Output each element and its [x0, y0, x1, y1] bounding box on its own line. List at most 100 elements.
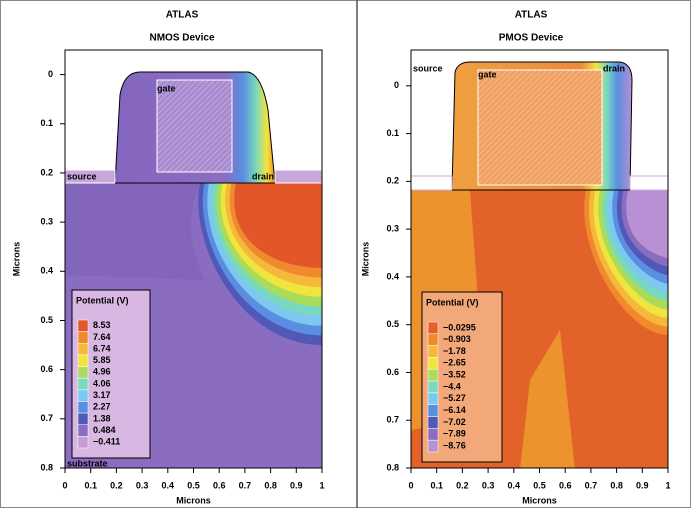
x-axis-label: Microns: [522, 495, 557, 505]
legend-label: −7.02: [443, 417, 466, 427]
legend-swatch: [427, 380, 439, 394]
legend-label: −3.52: [443, 370, 466, 380]
source-contact: [410, 175, 453, 191]
y-tick-label: 0.5: [40, 315, 53, 325]
y-tick-label: 0.4: [40, 266, 53, 276]
x-tick-label: 0.2: [110, 480, 123, 490]
annotation: source: [67, 171, 97, 181]
x-tick-label: 0.7: [239, 480, 252, 490]
legend-swatch: [77, 389, 89, 402]
y-tick-label: 0.4: [386, 271, 399, 281]
legend-label: 8.53: [93, 320, 111, 330]
y-tick-label: 0.3: [40, 216, 53, 226]
field-shading: [65, 183, 205, 280]
legend-label: −8.76: [443, 440, 466, 450]
legend-swatch: [427, 345, 439, 358]
x-tick-label: 0.4: [162, 480, 175, 490]
legend-swatch: [427, 333, 439, 346]
legend-swatch: [427, 416, 439, 429]
legend-label: −5.27: [443, 393, 466, 403]
x-tick-label: 0.9: [636, 480, 649, 490]
y-tick-label: 0.8: [386, 462, 399, 472]
legend-swatch: [427, 392, 439, 405]
y-tick-label: 0.5: [386, 319, 399, 329]
chart-subtitle: PMOS Device: [499, 33, 564, 44]
y-tick-label: 0: [394, 80, 399, 90]
y-tick-label: 0.2: [40, 167, 53, 177]
legend-label: −0.411: [93, 437, 120, 447]
x-tick-label: 0.6: [559, 480, 572, 490]
x-tick-label: 0.5: [533, 480, 546, 490]
annotation: substrate: [67, 458, 108, 468]
y-tick-label: 0.3: [386, 224, 399, 234]
y-tick-label: 0.7: [386, 415, 399, 425]
y-tick-label: 0.6: [386, 367, 399, 377]
legend-label: 7.64: [93, 332, 111, 342]
legend-title: Potential (V): [76, 295, 129, 305]
legend-label: 4.06: [93, 378, 111, 388]
legend-swatch: [77, 343, 89, 356]
legend-label: −1.78: [443, 346, 466, 356]
y-tick-label: 0.8: [40, 462, 53, 472]
legend-label: −7.89: [443, 429, 466, 439]
y-tick-label: 0.6: [40, 364, 53, 374]
annotation: source: [413, 63, 443, 73]
legend-swatch: [427, 404, 439, 417]
x-tick-label: 0.8: [610, 480, 623, 490]
drain-contact: [274, 169, 323, 184]
annotation: drain: [603, 63, 625, 73]
chart-title: ATLAS: [515, 10, 548, 21]
x-tick-label: 0.8: [264, 480, 277, 490]
legend-label: 0.484: [93, 425, 116, 435]
potential-field: [65, 183, 322, 468]
y-axis-label: Microns: [11, 242, 21, 277]
gate-hatch: [478, 70, 602, 185]
legend-swatch: [77, 319, 89, 332]
x-tick-label: 0.1: [430, 480, 443, 490]
x-tick-label: 0.6: [213, 480, 226, 490]
legend-swatch: [427, 428, 439, 441]
x-tick-label: 0.3: [136, 480, 149, 490]
legend-swatch: [77, 331, 89, 344]
x-tick-label: 0: [408, 480, 413, 490]
gate-hatch: [157, 80, 232, 172]
legend-swatch: [427, 369, 439, 382]
x-tick-label: 0.5: [187, 480, 200, 490]
legend-swatch: [77, 366, 89, 379]
x-tick-label: 0: [62, 480, 67, 490]
legend-label: −0.903: [443, 334, 471, 344]
x-axis-label: Microns: [176, 495, 211, 505]
y-tick-label: 0.1: [40, 118, 53, 128]
y-tick-label: 0.2: [386, 176, 399, 186]
legend-swatch: [77, 401, 89, 414]
legend-label: 5.85: [93, 355, 111, 365]
legend-label: 4.96: [93, 367, 111, 377]
legend-swatch: [77, 377, 89, 391]
legend-swatch: [77, 354, 89, 367]
legend-swatch: [77, 412, 89, 425]
legend-swatch: [427, 439, 439, 453]
y-tick-label: 0: [48, 69, 53, 79]
legend-label: 3.17: [93, 390, 111, 400]
annotation: gate: [478, 69, 497, 79]
x-tick-label: 0.1: [84, 480, 97, 490]
legend-label: −6.14: [443, 405, 466, 415]
legend-label: −0.0295: [443, 322, 476, 332]
legend-swatch: [427, 321, 439, 335]
x-tick-label: 0.9: [290, 480, 303, 490]
contour-band: [626, 190, 668, 258]
legend-title: Potential (V): [426, 297, 479, 307]
x-tick-label: 0.2: [456, 480, 469, 490]
y-tick-label: 0.7: [40, 413, 53, 423]
legend-label: 2.27: [93, 402, 111, 412]
x-tick-label: 0.3: [482, 480, 495, 490]
drain-contact: [629, 175, 669, 191]
annotation: gate: [157, 83, 176, 93]
legend-label: −4.4: [443, 381, 461, 391]
chart-subtitle: NMOS Device: [149, 33, 214, 44]
contour-band: [234, 183, 322, 268]
x-tick-label: 1: [665, 480, 670, 490]
x-tick-label: 1: [319, 480, 324, 490]
